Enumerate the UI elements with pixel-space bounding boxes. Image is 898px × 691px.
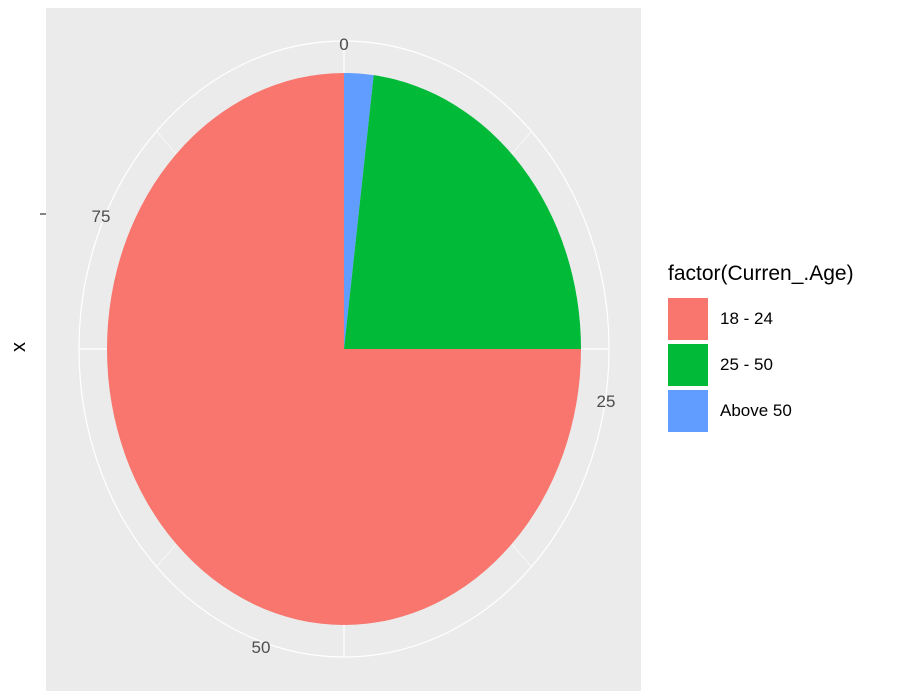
legend-item: 25 - 50 (668, 343, 893, 386)
pie-slice-25-50 (344, 75, 581, 350)
legend-item: Above 50 (668, 389, 893, 432)
legend-key-18-24 (668, 297, 708, 340)
theta-tick-label: 25 (597, 392, 616, 411)
legend-key-above-50 (668, 389, 708, 432)
legend: factor(Curren_.Age) 18 - 24 25 - 50 Abov… (668, 262, 893, 435)
tick-layer: 0 25 50 75 (92, 35, 616, 657)
theta-tick-label: 50 (252, 638, 271, 657)
legend-key-25-50 (668, 343, 708, 386)
pie-slice-above-50 (344, 73, 374, 349)
theta-tick-label: 75 (92, 207, 111, 226)
legend-item: 18 - 24 (668, 297, 893, 340)
x-axis-title: x (8, 342, 30, 352)
pie-slice-18-24 (107, 73, 581, 625)
legend-label: Above 50 (720, 400, 792, 420)
legend-label: 18 - 24 (720, 308, 773, 328)
slice-layer (107, 73, 581, 625)
legend-label: 25 - 50 (720, 354, 773, 374)
legend-title: factor(Curren_.Age) (668, 262, 854, 285)
theta-tick-label: 0 (339, 35, 348, 54)
